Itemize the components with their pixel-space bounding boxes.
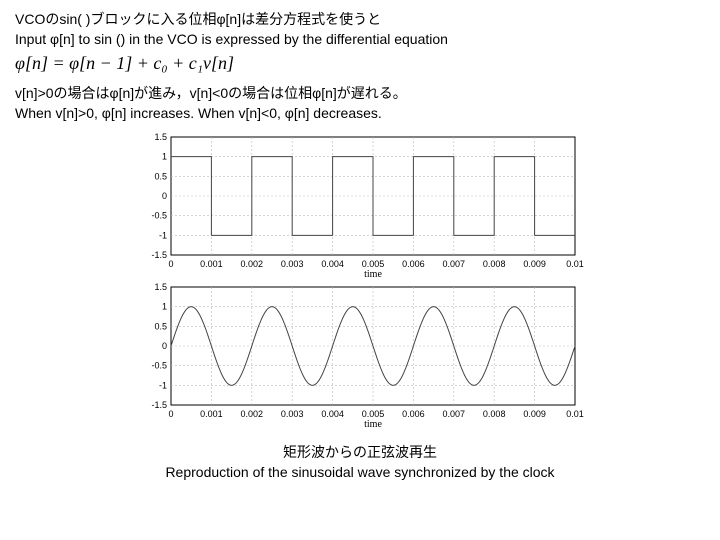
sine-wave-chart: 0 0.001 0.002 0.003 0.004 0.005 0.006 0.007 0.00… xyxy=(135,279,585,429)
chart2-svg: 0 0.001 0.002 0.003 0.004 0.005 0.006 0.007 0.00… xyxy=(135,279,585,429)
svg-text:0.009: 0.009 xyxy=(523,409,546,419)
svg-text:1: 1 xyxy=(162,302,167,312)
svg-text:1.5: 1.5 xyxy=(154,282,167,292)
svg-text:0.007: 0.007 xyxy=(443,409,466,419)
svg-text:0.5: 0.5 xyxy=(154,172,167,182)
svg-text:-1: -1 xyxy=(159,231,167,241)
svg-text:0.003: 0.003 xyxy=(281,409,304,419)
intro-jp: VCOのsin( )ブロックに入る位相φ[n]は差分方程式を使うと xyxy=(15,10,705,30)
svg-text:0.005: 0.005 xyxy=(362,259,385,269)
svg-text:-0.5: -0.5 xyxy=(151,211,167,221)
svg-text:0.01: 0.01 xyxy=(566,259,584,269)
svg-text:0: 0 xyxy=(162,341,167,351)
square-wave-chart: 0 0.001 0.002 0.003 0.004 0.005 0.006 0.007 0.00… xyxy=(135,129,585,279)
svg-text:0.001: 0.001 xyxy=(200,409,223,419)
svg-text:0.001: 0.001 xyxy=(200,259,223,269)
svg-text:time: time xyxy=(364,269,382,279)
svg-text:0.009: 0.009 xyxy=(523,259,546,269)
svg-text:-0.5: -0.5 xyxy=(151,361,167,371)
svg-text:0.004: 0.004 xyxy=(321,259,344,269)
svg-text:0.007: 0.007 xyxy=(443,259,466,269)
caption-en: Reproduction of the sinusoidal wave sync… xyxy=(165,463,554,483)
svg-text:-1: -1 xyxy=(159,381,167,391)
svg-text:0.006: 0.006 xyxy=(402,259,425,269)
svg-text:-1.5: -1.5 xyxy=(151,400,167,410)
svg-text:0.002: 0.002 xyxy=(241,259,264,269)
svg-text:0.006: 0.006 xyxy=(402,409,425,419)
svg-text:0: 0 xyxy=(168,259,173,269)
caption: 矩形波からの正弦波再生 Reproduction of the sinusoid… xyxy=(165,443,554,482)
svg-text:0.005: 0.005 xyxy=(362,409,385,419)
svg-text:0.003: 0.003 xyxy=(281,259,304,269)
svg-text:0.008: 0.008 xyxy=(483,409,506,419)
svg-text:0.008: 0.008 xyxy=(483,259,506,269)
svg-text:time: time xyxy=(364,419,382,429)
charts-container: 0 0.001 0.002 0.003 0.004 0.005 0.006 0.007 0.00… xyxy=(15,129,705,482)
svg-text:-1.5: -1.5 xyxy=(151,250,167,260)
explain-en: When v[n]>0, φ[n] increases. When v[n]<0… xyxy=(15,104,705,124)
intro-en: Input φ[n] to sin () in the VCO is expre… xyxy=(15,30,705,50)
chart1-svg: 0 0.001 0.002 0.003 0.004 0.005 0.006 0.007 0.00… xyxy=(135,129,585,279)
svg-text:1: 1 xyxy=(162,152,167,162)
svg-text:0: 0 xyxy=(162,191,167,201)
svg-text:0.5: 0.5 xyxy=(154,322,167,332)
svg-text:1.5: 1.5 xyxy=(154,132,167,142)
svg-text:0.004: 0.004 xyxy=(321,409,344,419)
explain-jp: v[n]>0の場合はφ[n]が進み，v[n]<0の場合は位相φ[n]が遅れる。 xyxy=(15,84,705,104)
svg-text:0: 0 xyxy=(168,409,173,419)
svg-text:0.002: 0.002 xyxy=(241,409,264,419)
caption-jp: 矩形波からの正弦波再生 xyxy=(165,443,554,463)
equation: φ[n] = φ[n − 1] + c₀ + c₁v[n] xyxy=(15,53,705,74)
svg-text:0.01: 0.01 xyxy=(566,409,584,419)
